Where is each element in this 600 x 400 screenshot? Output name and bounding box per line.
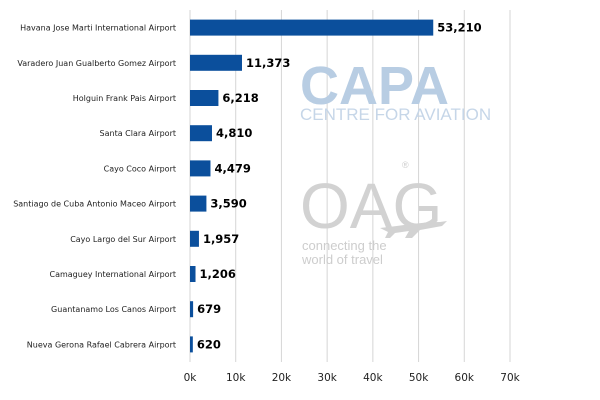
airplane-icon	[380, 221, 447, 238]
category-label: Cayo Largo del Sur Airport	[70, 235, 176, 244]
data-label: 4,479	[214, 161, 250, 175]
category-label: Santa Clara Airport	[100, 129, 176, 138]
bar	[190, 195, 207, 212]
x-tick-label: 40k	[363, 372, 383, 384]
bar	[190, 230, 199, 247]
data-label: 6,218	[222, 91, 258, 105]
data-label: 620	[197, 337, 221, 351]
data-label: 1,957	[203, 232, 239, 246]
category-label: Nueva Gerona Rafael Cabrera Airport	[27, 340, 176, 349]
capa-tagline: CENTRE FOR AVIATION	[300, 105, 491, 124]
oag-tagline-line1: connecting the	[302, 238, 387, 253]
category-label: Havana Jose Marti International Airport	[20, 24, 176, 33]
bar	[190, 54, 242, 71]
x-tick-label: 70k	[500, 372, 520, 384]
x-tick-label: 20k	[272, 372, 292, 384]
category-label: Cayo Coco Airport	[104, 164, 176, 173]
x-tick-label: 10k	[226, 372, 246, 384]
data-label: 3,590	[210, 197, 246, 211]
value-labels: 53,210 11,373 6,218 4,810 4,479 3,590 1,957 1,2…	[197, 21, 482, 352]
oag-tagline-line2: world of travel	[301, 252, 383, 267]
oag-logo: OAG	[300, 170, 442, 242]
x-tick-label: 60k	[455, 372, 475, 384]
category-labels: Havana Jose Marti International Airport V…	[13, 24, 176, 350]
oag-registered-mark: ®	[402, 160, 409, 170]
bar	[190, 160, 211, 177]
category-label: Santiago de Cuba Antonio Maceo Airport	[13, 200, 176, 209]
data-label: 53,210	[437, 21, 481, 35]
x-axis-tick-labels: 0k 10k 20k 30k 40k 50k 60k 70k	[184, 372, 521, 384]
x-tick-label: 30k	[317, 372, 337, 384]
bar	[190, 301, 194, 318]
bar	[190, 125, 212, 142]
watermarks: CAPA CENTRE FOR AVIATION OAG ® connectin…	[300, 56, 491, 267]
data-label: 1,206	[200, 267, 236, 281]
category-label: Guantanamo Los Canos Airport	[51, 305, 176, 314]
category-label: Holguin Frank Pais Airport	[73, 94, 176, 103]
capa-logo: CAPA	[300, 56, 449, 116]
category-label: Camaguey International Airport	[49, 270, 176, 279]
bar	[190, 19, 434, 36]
category-label: Varadero Juan Gualberto Gomez Airport	[17, 59, 176, 68]
data-label: 4,810	[216, 126, 252, 140]
data-label: 679	[197, 302, 221, 316]
x-tick-label: 50k	[409, 372, 429, 384]
bars	[190, 19, 434, 353]
data-label: 11,373	[246, 56, 290, 70]
bar	[190, 90, 219, 106]
x-tick-label: 0k	[184, 372, 198, 384]
bar	[190, 266, 196, 282]
bar	[190, 336, 193, 353]
